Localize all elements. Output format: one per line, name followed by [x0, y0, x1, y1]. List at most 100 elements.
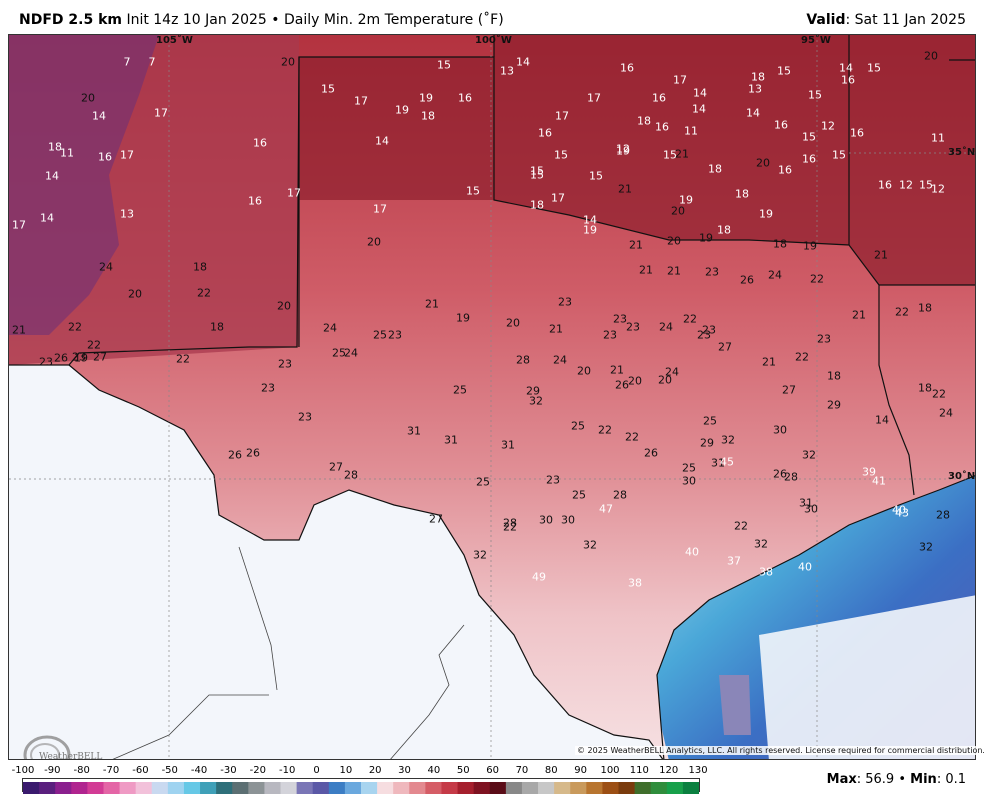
temperature-label: 12 — [899, 178, 913, 192]
temperature-label: 18 — [193, 260, 207, 274]
temperature-label: 27 — [429, 512, 443, 526]
colorbar-tick-label: 90 — [574, 765, 588, 776]
temperature-label: 11 — [684, 124, 698, 138]
temperature-map[interactable]: 105˚W 100˚W 95˚W 35˚N 30˚N 7 7 20 15 13 14 16 1… — [8, 34, 976, 760]
temperature-label: 15 — [589, 169, 603, 183]
colorbar-swatch — [682, 782, 700, 794]
colorbar-tick-label: 50 — [456, 765, 470, 776]
colorbar-tick-label: -20 — [249, 765, 266, 776]
temperature-label: 21 — [667, 264, 681, 278]
valid-value: : Sat 11 Jan 2025 — [845, 12, 967, 28]
temperature-label: 19 — [803, 239, 817, 253]
temperature-label: 21 — [639, 263, 653, 277]
temperature-label: 19 — [395, 103, 409, 117]
temperature-label: 19 — [456, 311, 470, 325]
colorbar-tick-label: 130 — [688, 765, 708, 776]
temperature-label: 21 — [618, 182, 632, 196]
temperature-label: 24 — [659, 320, 673, 334]
temperature-label: 14 — [839, 61, 853, 75]
temperature-label: 31 — [501, 438, 515, 452]
temperature-label: 14 — [40, 211, 54, 225]
colorbar-tick-label: 40 — [427, 765, 441, 776]
temperature-label: 25 — [332, 346, 346, 360]
temperature-label: 15 — [802, 130, 816, 144]
temperature-label: 24 — [344, 346, 358, 360]
temperature-label: 30 — [804, 502, 818, 516]
temperature-label: 16 — [774, 118, 788, 132]
temperature-label: 31 — [711, 456, 725, 470]
temperature-label: 19 — [699, 231, 713, 245]
colorbar-swatch — [538, 782, 555, 794]
colorbar-swatch — [666, 782, 684, 794]
colorbar-swatch — [183, 782, 201, 794]
temperature-label: 16 — [802, 152, 816, 166]
temperature-label: 17 — [12, 218, 26, 232]
temperature-label: 32 — [919, 540, 933, 554]
temperature-label: 22 — [197, 286, 211, 300]
temperature-label: 7 — [123, 55, 131, 69]
temperature-label: 20 — [506, 316, 520, 330]
colorbar-tick-label: -50 — [161, 765, 178, 776]
valid-time: Valid: Sat 11 Jan 2025 — [806, 12, 966, 28]
temperature-label: 29 — [827, 398, 841, 412]
temperature-label: 14 — [516, 55, 530, 69]
temperature-label: 20 — [628, 374, 642, 388]
temperature-label: 20 — [281, 55, 295, 69]
temperature-label: 39 — [862, 465, 876, 479]
temperature-label: 32 — [529, 394, 543, 408]
temperature-label: 32 — [583, 538, 597, 552]
temperature-label: 17 — [551, 191, 565, 205]
colorbar-tick-label: -30 — [220, 765, 237, 776]
temperature-label: 20 — [277, 299, 291, 313]
colorbar-swatch — [296, 782, 314, 794]
mexico-area — [9, 365, 663, 759]
mexico-state-line — [390, 624, 465, 759]
temperature-label: 26 — [615, 378, 629, 392]
temperature-label: 28 — [784, 470, 798, 484]
temperature-label: 15 — [808, 88, 822, 102]
logo-text: WeatherBELL — [39, 752, 102, 760]
weatherbell-logo: WeatherBELL — [21, 733, 111, 760]
temperature-label: 14 — [45, 169, 59, 183]
temperature-label: 23 — [39, 355, 53, 369]
temperature-label: 16 — [620, 61, 634, 75]
colorbar-tick-label: -90 — [44, 765, 61, 776]
lat-label-30: 30˚N — [948, 471, 976, 482]
mexico-state-line — [238, 546, 278, 691]
temperature-label: 18 — [918, 381, 932, 395]
temperature-label: 15 — [530, 168, 544, 182]
temperature-label: 15 — [777, 64, 791, 78]
colorbar-swatch — [473, 782, 491, 794]
valid-label: Valid — [806, 12, 846, 28]
rio-grande-border — [68, 364, 664, 759]
stats-separator: • — [894, 772, 911, 787]
colorbar-swatch — [602, 782, 620, 794]
colorbar-swatch — [39, 782, 56, 794]
temperature-label: 15 — [554, 148, 568, 162]
temperature-label: 15 — [437, 58, 451, 72]
temperature-label: 27 — [782, 383, 796, 397]
temperature-label: 30 — [561, 513, 575, 527]
temperature-label: 21 — [852, 308, 866, 322]
temperature-label: 25 — [453, 383, 467, 397]
colorbar-tick-label: -80 — [73, 765, 90, 776]
temperature-label: 19 — [583, 223, 597, 237]
gulf-no-data — [759, 595, 975, 759]
temperature-label: 40 — [798, 560, 812, 574]
colorbar-swatch — [344, 782, 362, 794]
colorbar-swatch — [119, 782, 137, 794]
temperature-label: 26 — [644, 446, 658, 460]
coastline — [656, 475, 975, 759]
temperature-label: 23 — [705, 265, 719, 279]
temperature-label: 18 — [530, 198, 544, 212]
colorbar-swatch — [409, 782, 426, 794]
temperature-label: 49 — [532, 570, 546, 584]
temperature-label: 18 — [918, 301, 932, 315]
temperature-label: 19 — [74, 351, 88, 365]
copyright-notice: © 2025 WeatherBELL Analytics, LLC. All r… — [575, 746, 984, 755]
lon-label-100: 100˚W — [475, 35, 512, 46]
temperature-label: 21 — [425, 297, 439, 311]
colorbar-tick-label: 30 — [398, 765, 411, 776]
temperature-label: 32 — [721, 433, 735, 447]
temperature-label: 32 — [754, 537, 768, 551]
